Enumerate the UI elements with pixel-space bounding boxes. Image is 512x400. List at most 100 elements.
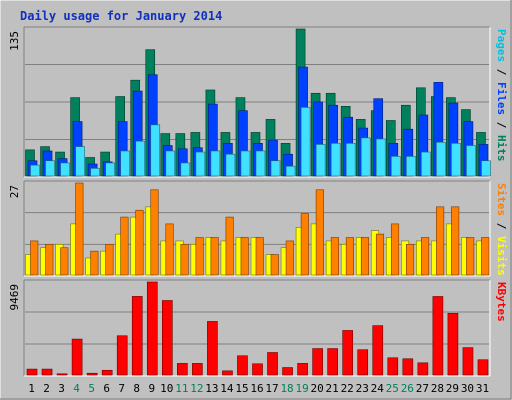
bar-sites-day-24-fill: [375, 233, 385, 276]
bar-kbytes-day-3-fill: [56, 373, 68, 376]
bar-pages-day-10: [165, 150, 176, 177]
bar-pages-day-25-fill: [390, 156, 401, 177]
legend-segment: Pages: [495, 29, 508, 62]
bar-sites-day-15-fill: [240, 237, 249, 276]
x-tick-label: 14: [220, 382, 234, 395]
bar-sites-day-19-fill: [300, 213, 309, 276]
bar-sites-day-15: [240, 237, 249, 276]
bar-sites-day-11-fill: [180, 244, 189, 276]
bar-pages-day-22: [345, 143, 356, 177]
bar-kbytes-day-30: [462, 347, 474, 376]
bar-sites-day-5-fill: [90, 250, 99, 276]
bar-kbytes-day-10-fill: [161, 300, 173, 376]
bar-kbytes-day-22-fill: [342, 330, 354, 376]
bar-sites-day-16: [255, 237, 264, 276]
x-tick-label: 7: [118, 382, 125, 395]
bar-pages-day-14: [225, 153, 236, 177]
legend-segment: Visits: [495, 236, 508, 276]
bar-kbytes-day-16-fill: [252, 363, 263, 376]
bar-pages-day-16: [255, 150, 266, 177]
bar-kbytes-day-18: [282, 367, 293, 376]
bar-sites-day-17: [270, 254, 279, 276]
legend-segment: /: [495, 115, 508, 135]
x-tick-label: 28: [431, 382, 444, 395]
panel-ymax-label: 135: [8, 31, 21, 51]
bar-kbytes-day-20: [312, 348, 323, 376]
bar-pages-day-27: [421, 151, 431, 177]
bar-pages-day-22-fill: [345, 143, 356, 177]
bar-kbytes-day-9-fill: [146, 281, 158, 376]
bar-sites-day-27: [421, 237, 430, 276]
bar-kbytes-day-21-fill: [327, 348, 338, 376]
panel-kbytes: 9469 KBytes: [8, 279, 508, 377]
bar-kbytes-day-17-fill: [267, 352, 278, 376]
bar-kbytes-day-5: [86, 372, 98, 376]
chart-panels: 135 Pages / Files / Hits 27 Sites / Visits 9…: [8, 26, 508, 377]
bar-pages-day-14-fill: [225, 153, 236, 177]
bar-sites-day-11: [180, 244, 189, 276]
panel-plot-area: [24, 280, 490, 376]
bar-kbytes-day-11: [177, 363, 188, 376]
bar-pages-day-15: [240, 150, 251, 177]
bar-kbytes-day-31: [477, 359, 489, 376]
bar-sites-day-28-fill: [436, 206, 445, 276]
bar-kbytes-day-27-fill: [417, 362, 429, 376]
bar-kbytes-day-11-fill: [177, 363, 188, 376]
bar-kbytes-day-9: [146, 281, 158, 376]
bar-kbytes-day-31-fill: [477, 359, 489, 376]
bar-pages-day-8: [135, 140, 146, 177]
bar-kbytes-day-7-fill: [116, 335, 128, 376]
bar-pages-day-11-fill: [180, 162, 191, 177]
bar-kbytes-day-14-fill: [222, 370, 233, 376]
bar-sites-day-8-fill: [135, 209, 144, 276]
bar-sites-day-12: [195, 237, 204, 276]
bar-sites-day-1-fill: [30, 240, 39, 276]
bar-sites-day-30-fill: [466, 237, 475, 276]
bar-pages-day-29: [451, 143, 461, 177]
bar-pages-day-31-fill: [481, 160, 491, 177]
bar-kbytes-day-8: [131, 296, 143, 376]
bar-sites-day-28: [436, 206, 445, 276]
bar-sites-day-3: [60, 247, 69, 276]
bar-sites-day-12-fill: [195, 237, 204, 276]
x-tick-label: 18: [280, 382, 293, 395]
bar-pages-day-13-fill: [210, 150, 221, 177]
legend-segment: KBytes: [495, 282, 508, 322]
bar-sites-day-7: [120, 216, 129, 276]
bar-kbytes-day-29: [447, 312, 459, 376]
x-tick-label: 27: [416, 382, 429, 395]
bar-kbytes-day-15-fill: [237, 355, 248, 376]
bar-sites-day-21-fill: [330, 237, 339, 276]
x-tick-label: 12: [190, 382, 203, 395]
bar-sites-day-18-fill: [285, 240, 294, 276]
bar-pages-day-19: [300, 107, 311, 177]
x-tick-label: 1: [28, 382, 35, 395]
bar-kbytes-day-23-fill: [357, 349, 369, 376]
bar-kbytes-day-24: [372, 325, 384, 376]
bar-pages-day-1: [30, 164, 40, 177]
bar-kbytes-day-19-fill: [297, 363, 308, 376]
bar-sites-day-24: [375, 233, 385, 276]
bar-kbytes-day-6-fill: [101, 369, 113, 376]
bar-sites-day-22-fill: [345, 237, 354, 276]
panel-legend-visits-sites: Sites / Visits: [495, 183, 508, 276]
bar-sites-day-3-fill: [60, 247, 69, 276]
x-tick-label: 29: [446, 382, 459, 395]
bar-kbytes-day-14: [222, 370, 233, 376]
bar-pages-day-23: [360, 137, 371, 177]
bar-kbytes-day-28: [432, 296, 444, 376]
bar-kbytes-day-10: [161, 300, 173, 376]
bar-pages-day-30: [466, 145, 476, 177]
bar-kbytes-day-15: [237, 355, 248, 376]
bar-kbytes-day-28-fill: [432, 296, 444, 376]
bar-sites-day-22: [345, 237, 354, 276]
panel-ymax-label: 9469: [8, 284, 21, 311]
bar-sites-day-19: [300, 213, 309, 276]
bar-pages-day-20: [315, 144, 326, 177]
bar-kbytes-day-25-fill: [387, 357, 399, 376]
bar-pages-day-29-fill: [451, 143, 461, 177]
bar-sites-day-26-fill: [406, 244, 415, 276]
bar-sites-day-31: [481, 237, 490, 276]
bar-sites-day-29-fill: [451, 206, 460, 276]
panel-ymax-label: 27: [8, 185, 21, 198]
